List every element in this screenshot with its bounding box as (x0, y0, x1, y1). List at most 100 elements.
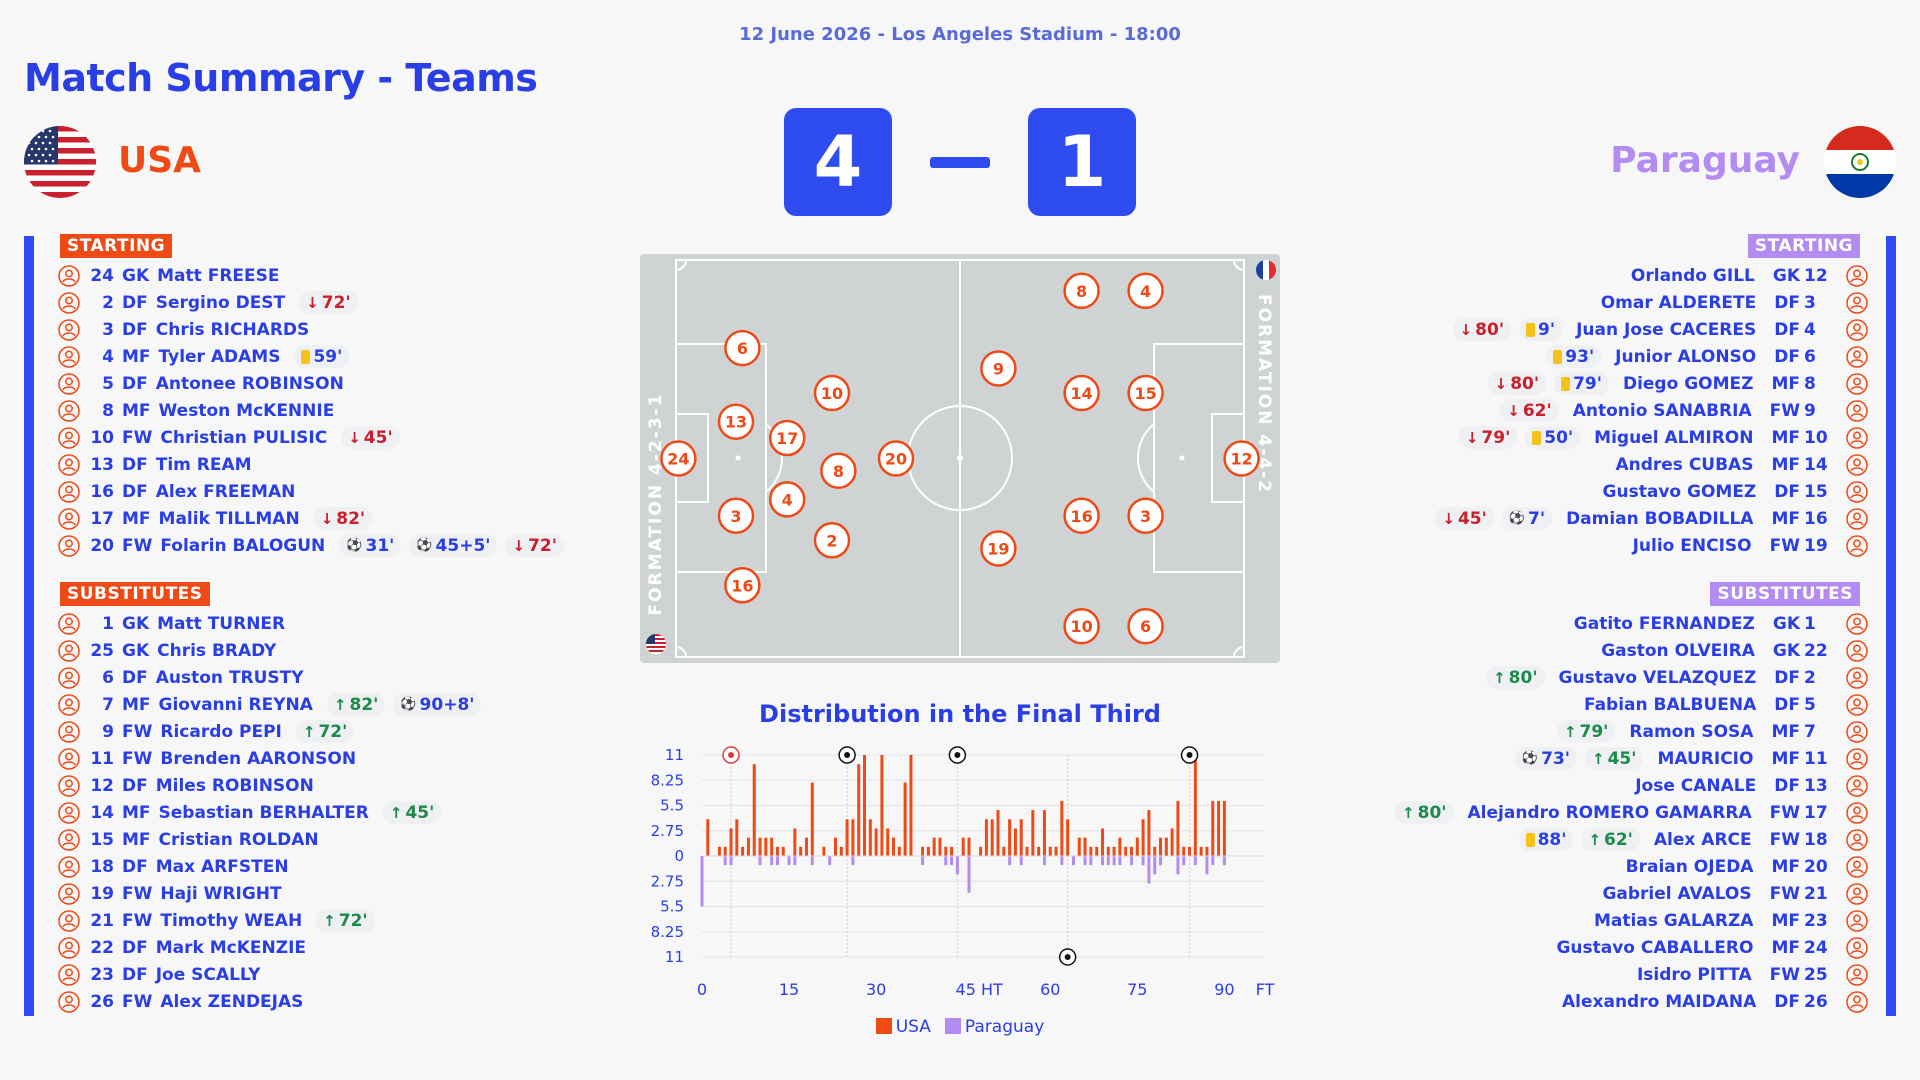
player-row[interactable]: 12 DF Miles ROBINSON (58, 772, 481, 799)
player-marker[interactable] (1127, 497, 1164, 535)
usa-bar (1130, 846, 1134, 856)
player-row[interactable]: 3 DF Chris RICHARDS (58, 316, 564, 343)
player-marker[interactable] (980, 350, 1017, 387)
player-marker[interactable] (1063, 374, 1100, 412)
player-row[interactable]: 9 FW Ricardo PEPI ↑ 72' (58, 718, 481, 745)
player-row[interactable]: 6 DF Auston TRUSTY (58, 664, 481, 691)
player-position: DF (1774, 667, 1800, 688)
player-events: 93' (1546, 345, 1602, 368)
player-row[interactable]: Jose CANALE DF 13 (1395, 772, 1868, 799)
player-avatar-icon (58, 345, 80, 368)
player-position: MF (1771, 373, 1800, 394)
player-marker[interactable] (1127, 374, 1164, 412)
player-row[interactable]: 2 DF Sergino DEST ↓ 72' (58, 289, 564, 316)
usa-bar (1008, 819, 1012, 856)
player-row[interactable]: 22 DF Mark McKENZIE (58, 934, 481, 961)
player-marker[interactable] (1127, 272, 1164, 310)
player-row[interactable]: ↓ 80' 79' Diego GOMEZ MF 8 (1435, 370, 1868, 397)
sub-in-badge: ↑ 79' (1556, 720, 1616, 743)
player-marker[interactable] (768, 481, 806, 518)
player-row[interactable]: ↑ 79' Ramon SOSA MF 7 (1395, 718, 1868, 745)
player-row[interactable]: 17 MF Malik TILLMAN ↓ 82' (58, 505, 564, 532)
player-row[interactable]: 13 DF Tim REAM (58, 451, 564, 478)
usa-bar (1037, 846, 1041, 856)
player-row[interactable]: 15 MF Cristian ROLDAN (58, 826, 481, 853)
player-row[interactable]: Gustavo CABALLERO MF 24 (1395, 934, 1868, 961)
player-row[interactable]: Gatito FERNANDEZ GK 1 (1395, 610, 1868, 637)
sub-in-badge: ↑ 82' (326, 693, 386, 716)
player-row[interactable]: 10 FW Christian PULISIC ↓ 45' (58, 424, 564, 451)
player-row[interactable]: Braian OJEDA MF 20 (1395, 853, 1868, 880)
player-row[interactable]: 25 GK Chris BRADY (58, 637, 481, 664)
player-marker[interactable] (813, 522, 851, 559)
player-row[interactable]: 23 DF Joe SCALLY (58, 961, 481, 988)
player-marker[interactable] (717, 403, 755, 440)
player-row[interactable]: ↓ 62' Antonio SANABRIA FW 9 (1435, 397, 1868, 424)
paraguay-bar (770, 856, 774, 866)
player-marker[interactable] (724, 567, 761, 604)
player-row[interactable]: Alexandro MAIDANA DF 26 (1395, 988, 1868, 1015)
player-row[interactable]: 19 FW Haji WRIGHT (58, 880, 481, 907)
player-marker[interactable] (980, 530, 1017, 567)
usa-bar (822, 846, 826, 856)
player-row[interactable]: 18 DF Max ARFSTEN (58, 853, 481, 880)
player-marker[interactable] (813, 374, 851, 412)
player-row[interactable]: ↓ 80' 9' Juan Jose CACERES DF 4 (1435, 316, 1868, 343)
player-row[interactable]: Andres CUBAS MF 14 (1435, 451, 1868, 478)
player-marker[interactable] (1063, 607, 1100, 645)
player-row[interactable]: Julio ENCISO FW 19 (1435, 532, 1868, 559)
player-marker[interactable] (1063, 497, 1100, 535)
player-marker[interactable] (768, 419, 806, 457)
home-subs-list: 1 GK Matt TURNER 25 GK Chris BRADY 6 DF Auston T… (58, 610, 482, 1015)
away-team-name: Paraguay (1610, 140, 1800, 181)
player-row[interactable]: 5 DF Antonee ROBINSON (58, 370, 564, 397)
player-position: MF (1771, 454, 1800, 475)
player-marker[interactable] (717, 497, 755, 535)
player-row[interactable]: ↓ 79' 50' Miguel ALMIRON MF 10 (1435, 424, 1868, 451)
player-row[interactable]: Omar ALDERETE DF 3 (1435, 289, 1868, 316)
player-row[interactable]: ⚽ 73' ↑ 45' MAURICIO MF 11 (1395, 745, 1868, 772)
player-avatar-icon (1846, 291, 1868, 314)
player-row[interactable]: Gabriel AVALOS FW 21 (1395, 880, 1868, 907)
france-flag-icon (1256, 260, 1276, 280)
player-row[interactable]: 7 MF Giovanni REYNA ↑ 82' ⚽ 90+8' (58, 691, 482, 718)
player-number: 24 (90, 265, 114, 286)
player-row[interactable]: 88' ↑ 62' Alex ARCE FW 18 (1395, 826, 1868, 853)
player-row[interactable]: ↑ 80' Alejandro ROMERO GAMARRA FW 17 (1395, 799, 1868, 826)
player-row[interactable]: 93' Junior ALONSO DF 6 (1435, 343, 1868, 370)
player-row[interactable]: 4 MF Tyler ADAMS 59' (58, 343, 564, 370)
player-row[interactable]: 20 FW Folarin BALOGUN ⚽ 31' ⚽ 45+5' ↓ 72' (58, 532, 564, 559)
goal-ball-center (1186, 752, 1193, 758)
player-marker[interactable] (1063, 272, 1100, 310)
player-row[interactable]: ↓ 45' ⚽ 7' Damian BOBADILLA MF 16 (1435, 505, 1868, 532)
player-row[interactable]: ↑ 80' Gustavo VELAZQUEZ DF 2 (1395, 664, 1868, 691)
player-number: 16 (90, 481, 114, 502)
player-row[interactable]: 11 FW Brenden AARONSON (58, 745, 481, 772)
player-row[interactable]: 1 GK Matt TURNER (58, 610, 481, 637)
player-row[interactable]: Gustavo GOMEZ DF 15 (1435, 478, 1868, 505)
player-marker[interactable] (724, 329, 761, 367)
home-subs-label: SUBSTITUTES (60, 582, 210, 606)
usa-bar (1106, 846, 1110, 856)
player-marker[interactable] (1223, 440, 1260, 477)
player-row[interactable]: 16 DF Alex FREEMAN (58, 478, 564, 505)
player-marker[interactable] (660, 440, 697, 477)
player-marker[interactable] (877, 440, 915, 477)
player-row[interactable]: 21 FW Timothy WEAH ↑ 72' (58, 907, 481, 934)
player-marker-number: 9 (993, 360, 1004, 379)
player-row[interactable]: 8 MF Weston McKENNIE (58, 397, 564, 424)
player-row[interactable]: 26 FW Alex ZENDEJAS (58, 988, 481, 1015)
player-row[interactable]: 24 GK Matt FREESE (58, 262, 564, 289)
player-marker[interactable] (1127, 607, 1164, 645)
player-row[interactable]: Matias GALARZA MF 23 (1395, 907, 1868, 934)
player-marker[interactable] (820, 452, 857, 490)
event-minute: 80' (1417, 802, 1447, 823)
player-name: Sebastian BERHALTER (158, 802, 369, 823)
player-row[interactable]: Isidro PITTA FW 25 (1395, 961, 1868, 988)
player-row[interactable]: Gaston OLVEIRA GK 22 (1395, 637, 1868, 664)
usa-bar (717, 846, 721, 856)
player-row[interactable]: 14 MF Sebastian BERHALTER ↑ 45' (58, 799, 481, 826)
player-row[interactable]: Fabian BALBUENA DF 5 (1395, 691, 1868, 718)
player-row[interactable]: Orlando GILL GK 12 (1435, 262, 1868, 289)
player-name: Diego GOMEZ (1622, 373, 1754, 394)
